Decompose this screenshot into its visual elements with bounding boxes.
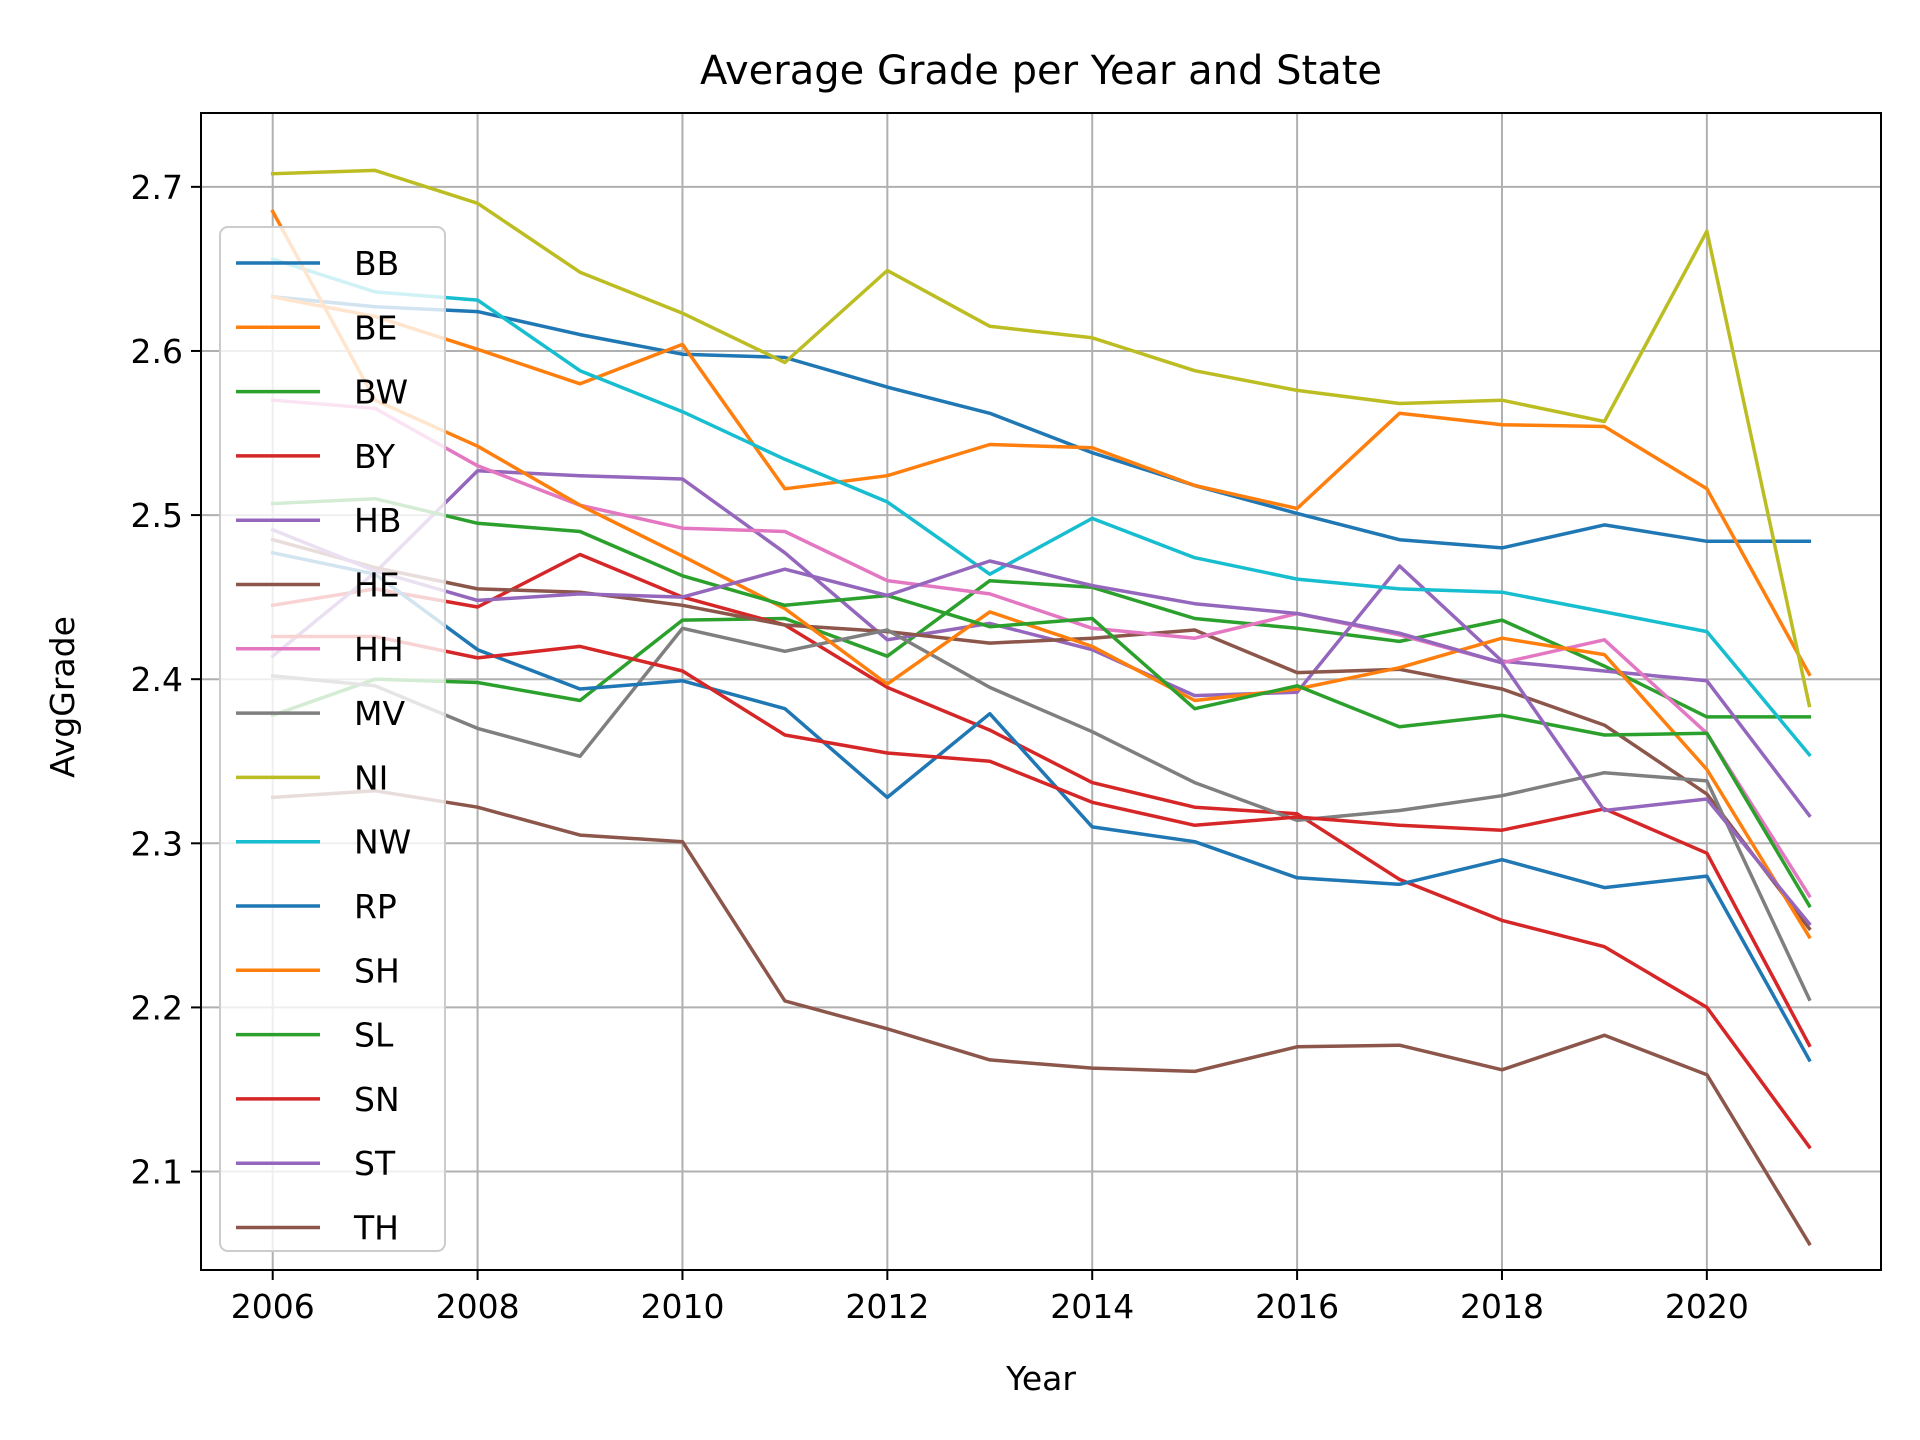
- grid: [201, 113, 1881, 1270]
- series-line-sl: [270, 496, 1812, 909]
- legend-label-bw: BW: [354, 373, 408, 412]
- legend-label-bb: BB: [354, 244, 399, 283]
- legend-label-sh: SH: [354, 951, 400, 990]
- y-tick-label: 2.4: [131, 660, 183, 699]
- x-tick-label: 2010: [640, 1287, 724, 1326]
- series-line-hb: [270, 469, 1812, 818]
- series-line-bb: [270, 294, 1812, 550]
- series-line-nw: [270, 256, 1812, 758]
- x-tick-label: 2014: [1050, 1287, 1134, 1326]
- series-line-be: [270, 294, 1812, 677]
- series-line-rp: [270, 550, 1812, 1063]
- legend-label-th: TH: [353, 1209, 399, 1248]
- legend-label-rp: RP: [354, 887, 397, 926]
- x-tick-label: 2018: [1460, 1287, 1544, 1326]
- x-tick-label: 2012: [845, 1287, 929, 1326]
- legend-label-mv: MV: [354, 694, 405, 733]
- series-line-ni: [270, 168, 1812, 708]
- y-tick-label: 2.1: [131, 1153, 183, 1192]
- x-tick-label: 2020: [1665, 1287, 1749, 1326]
- x-axis: 2006 2008 2010 2012 2014 2016 2018 2020: [231, 1270, 1749, 1326]
- legend-label-he: HE: [354, 566, 400, 605]
- y-tick-label: 2.3: [131, 824, 183, 863]
- legend-label-by: BY: [354, 437, 396, 476]
- x-tick-label: 2008: [436, 1287, 520, 1326]
- series-line-sh: [270, 209, 1812, 940]
- x-tick-label: 2016: [1255, 1287, 1339, 1326]
- legend-label-be: BE: [354, 308, 398, 347]
- legend-label-hh: HH: [354, 630, 404, 669]
- y-tick-label: 2.7: [131, 168, 183, 207]
- legend-box: [219, 226, 446, 1252]
- legend-label-hb: HB: [354, 501, 401, 540]
- legend-label-st: ST: [354, 1144, 396, 1183]
- series-line-by: [270, 552, 1812, 1150]
- x-axis-label: Year: [1005, 1359, 1076, 1398]
- y-axis-label: AvgGrade: [43, 616, 82, 778]
- legend: BB BE BW BY HB HE HH MV NI NW RP SH SL SN ST TH: [219, 226, 446, 1252]
- legend-label-ni: NI: [354, 758, 388, 797]
- series-line-sn: [270, 634, 1812, 1048]
- legend-label-sn: SN: [354, 1080, 400, 1119]
- x-tick-label: 2006: [231, 1287, 315, 1326]
- series-line-hh: [270, 398, 1812, 899]
- y-axis: 2.1 2.2 2.3 2.4 2.5 2.6 2.7: [131, 168, 201, 1192]
- plot-area: [200, 112, 1882, 1271]
- y-tick-label: 2.6: [131, 332, 183, 371]
- series-lines: [270, 168, 1812, 1247]
- y-tick-label: 2.2: [131, 988, 183, 1027]
- legend-label-sl: SL: [354, 1016, 394, 1055]
- legend-label-nw: NW: [354, 823, 411, 862]
- series-line-he: [270, 537, 1812, 932]
- series-line-mv: [270, 626, 1812, 1002]
- series-line-bw: [270, 578, 1812, 719]
- series-line-st: [270, 527, 1812, 927]
- y-tick-label: 2.5: [131, 496, 183, 535]
- series-line-th: [270, 789, 1812, 1247]
- chart-title: Average Grade per Year and State: [700, 48, 1382, 94]
